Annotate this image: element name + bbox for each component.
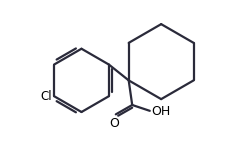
Text: OH: OH bbox=[152, 105, 171, 118]
Text: O: O bbox=[110, 117, 120, 130]
Text: Cl: Cl bbox=[40, 90, 52, 103]
